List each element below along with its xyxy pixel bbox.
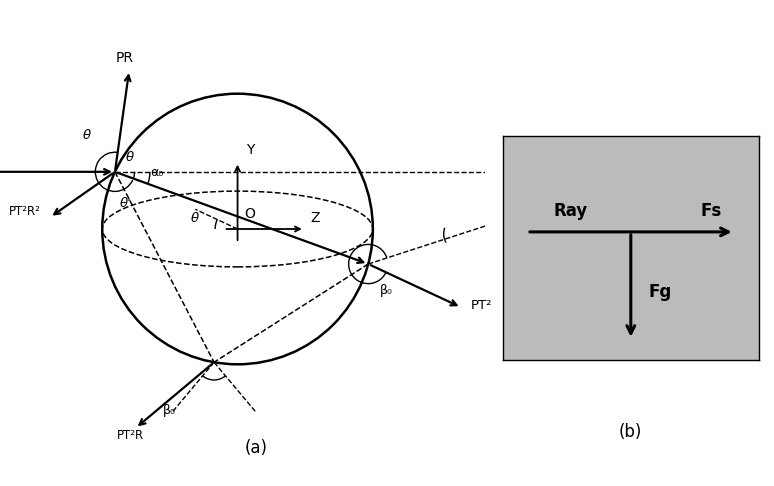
Text: PT²: PT² bbox=[471, 299, 492, 312]
Text: θ: θ bbox=[82, 129, 91, 142]
Text: Fg: Fg bbox=[649, 283, 672, 301]
Text: β₀: β₀ bbox=[379, 284, 392, 297]
Text: (a): (a) bbox=[245, 439, 268, 457]
Text: Ray: Ray bbox=[554, 202, 588, 220]
Text: PT²R²: PT²R² bbox=[9, 206, 40, 218]
Text: β₀: β₀ bbox=[163, 403, 176, 417]
Text: α₀+β₀: α₀+β₀ bbox=[504, 223, 538, 236]
Text: O: O bbox=[244, 207, 255, 221]
Text: θ': θ' bbox=[120, 197, 132, 210]
Text: PT²R: PT²R bbox=[117, 430, 144, 442]
Text: Z: Z bbox=[310, 211, 320, 226]
Text: (b): (b) bbox=[619, 423, 642, 441]
Text: θ: θ bbox=[191, 212, 199, 226]
Text: α₀: α₀ bbox=[150, 167, 163, 179]
Text: Y: Y bbox=[246, 143, 255, 157]
Text: Fs: Fs bbox=[700, 202, 721, 220]
Text: θ: θ bbox=[126, 151, 134, 164]
Text: PR: PR bbox=[115, 51, 134, 65]
